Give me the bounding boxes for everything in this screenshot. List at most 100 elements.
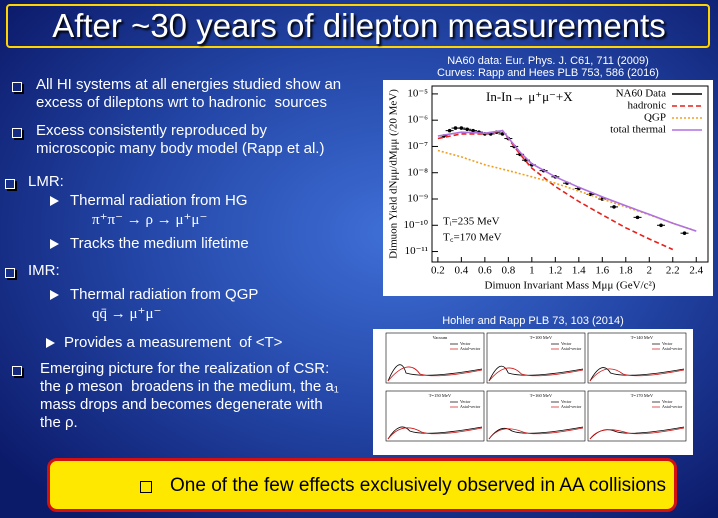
legend-label: Vector [460, 399, 471, 404]
bullet-box [12, 82, 22, 92]
bullet-line: microscopic many body model (Rapp et al.… [36, 140, 325, 157]
curve [437, 129, 674, 251]
x-tick-label: 1.8 [619, 265, 633, 277]
subpanel [385, 390, 485, 442]
x-axis-label: Dimuon Invariant Mass Mμμ (GeV/c²) [485, 280, 656, 292]
legend-label: Axial-vector [561, 404, 582, 409]
sub-bullet: Provides a measurement of <T> [64, 334, 283, 351]
plot-frame [431, 85, 709, 263]
x-tick-label: 1.4 [572, 265, 586, 277]
formula: π⁺π⁻ → ρ → μ⁺μ⁻ [92, 212, 208, 228]
legend-label: Axial-vector [662, 346, 683, 351]
subpanel [486, 390, 586, 442]
y-tick-label: 10⁻⁶ [407, 114, 428, 126]
curve [437, 129, 697, 232]
y-tick-label: 10⁻¹⁰ [403, 219, 428, 231]
bullet-line: Excess consistently reproduced by [36, 122, 267, 139]
bullet-line: excess of dileptons wrt to hadronic sour… [36, 94, 327, 111]
subpanel [385, 332, 485, 384]
annotation: In-In→ μ⁺μ⁻+X [486, 89, 573, 104]
data-point [659, 223, 663, 228]
sub-bullet: Tracks the medium lifetime [70, 235, 249, 252]
legend-label: Axial-vector [460, 346, 481, 351]
x-tick-label: 0.6 [478, 265, 492, 277]
bullet-line: All HI systems at all energies studied s… [36, 76, 342, 93]
bullet-line: the ρ. [40, 414, 78, 431]
subpanel [486, 332, 586, 384]
subpanel-title: T=160 MeV [530, 393, 553, 398]
subpanel-title: Vacuum [433, 335, 448, 340]
vector-curve [589, 367, 685, 382]
data-point [682, 231, 687, 235]
sub-arrow [46, 338, 55, 348]
legend-label: Vector [561, 399, 572, 404]
y-tick-label: 10⁻⁵ [407, 87, 428, 99]
data-point [471, 128, 475, 133]
y-tick-label: 10⁻⁷ [407, 140, 428, 152]
legend-label: Vector [460, 341, 471, 346]
bullet-box [12, 128, 22, 138]
conclusion-box: One of the few effects exclusively obser… [47, 458, 677, 512]
legend-label: hadronic [628, 100, 667, 112]
x-tick-label: 2 [647, 265, 653, 277]
data-point [459, 126, 464, 130]
axial-curve [589, 427, 685, 440]
vector-curve [387, 364, 483, 382]
subpanel [587, 332, 687, 384]
data-point [453, 126, 458, 130]
formula: qq̄ → μ⁺μ⁻ [92, 306, 162, 322]
sub-bullet: Thermal radiation from HG [70, 192, 248, 209]
bullet-line: Emerging picture for the realization of … [40, 360, 330, 377]
bullet-box [140, 481, 152, 493]
title-frame [6, 4, 710, 48]
x-tick-label: 2.2 [666, 265, 680, 277]
reference: Hohler and Rapp PLB 73, 103 (2014) [442, 315, 624, 327]
x-tick-label: 0.8 [501, 265, 515, 277]
vector-curve [387, 426, 483, 440]
y-tick-label: 10⁻⁸ [407, 166, 428, 178]
annotation: Tᵢ=235 MeV [443, 216, 500, 228]
legend-label: Vector [662, 399, 673, 404]
bullet-line: mass drops and becomes degenerate with [40, 396, 323, 413]
bullet-line: the ρ meson broadens in the medium, the … [40, 378, 339, 395]
data-point [465, 127, 470, 132]
legend-label: Axial-vector [662, 404, 683, 409]
annotation: T꜀=170 MeV [443, 232, 502, 244]
x-tick-label: 1.2 [548, 265, 562, 277]
y-tick-label: 10⁻⁹ [407, 193, 428, 205]
reference: NA60 data: Eur. Phys. J. C61, 711 (2009) [447, 55, 649, 67]
vector-curve [488, 365, 584, 382]
bullet-line: IMR: [28, 262, 60, 279]
legend-label: Axial-vector [561, 346, 582, 351]
subpanel-title: T=170 MeV [631, 393, 654, 398]
legend-label: QGP [644, 112, 666, 124]
data-point [447, 128, 452, 133]
sub-arrow [50, 239, 59, 249]
bullet-box [5, 179, 15, 189]
axial-curve [488, 427, 584, 440]
subpanel [587, 390, 687, 442]
reference: Curves: Rapp and Hees PLB 753, 586 (2016… [437, 67, 659, 79]
axial-curve [589, 368, 685, 382]
y-tick-label: 10⁻¹¹ [405, 245, 428, 257]
figure-panel [373, 329, 693, 455]
data-point [612, 205, 616, 209]
conclusion-text: One of the few effects exclusively obser… [170, 475, 667, 496]
subpanel-title: T=150 MeV [429, 393, 452, 398]
legend-label: Vector [561, 341, 572, 346]
legend-label: NA60 Data [616, 88, 667, 100]
x-tick-label: 0.2 [431, 265, 445, 277]
bullet-line: LMR: [28, 173, 64, 190]
legend-label: Vector [662, 341, 673, 346]
x-tick-label: 1.6 [595, 265, 609, 277]
sub-bullet: Thermal radiation from QGP [70, 286, 259, 303]
subpanel-title: T=140 MeV [631, 335, 654, 340]
legend-label: Axial-vector [460, 404, 481, 409]
vector-curve [488, 426, 584, 440]
axial-curve [488, 367, 584, 382]
x-tick-label: 0.4 [454, 265, 468, 277]
bullet-box [5, 268, 15, 278]
sub-arrow [50, 290, 59, 300]
